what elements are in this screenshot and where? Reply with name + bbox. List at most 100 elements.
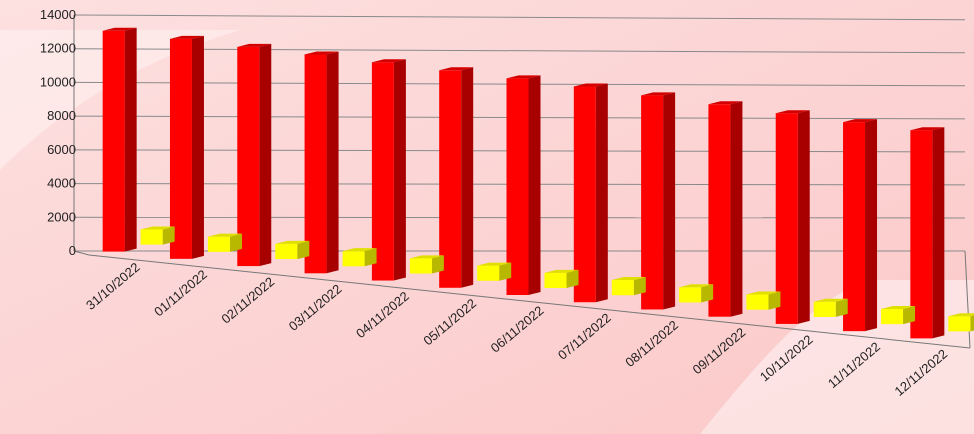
bar [169, 35, 204, 259]
bar-side [326, 51, 339, 274]
bar-front [775, 113, 798, 324]
bar-side [191, 35, 204, 259]
bar-front [708, 104, 731, 317]
bar-side [259, 43, 272, 267]
background-swoosh [0, 30, 240, 170]
bar-side [903, 305, 916, 325]
y-tick-label: 2000 [47, 209, 76, 224]
floor-edge [73, 250, 90, 256]
bar-top [910, 127, 945, 131]
bar-side [229, 233, 242, 252]
x-axis-line [88, 254, 971, 349]
bar-front [304, 54, 327, 274]
bar-side [701, 284, 714, 303]
bar [140, 226, 175, 245]
bar-side [461, 67, 474, 288]
bar-front [477, 265, 500, 281]
bar-side [730, 101, 743, 317]
gridline [73, 14, 966, 21]
bar-front [746, 294, 769, 310]
bar [641, 92, 676, 310]
bar-top [237, 43, 272, 47]
axes [73, 15, 971, 349]
bar [207, 233, 242, 252]
bar-top [813, 298, 848, 302]
bar [708, 101, 743, 317]
bar-side [595, 83, 608, 303]
bar-top [775, 110, 810, 114]
bar-top [169, 35, 204, 39]
bar [910, 127, 945, 339]
bar-side [364, 248, 377, 267]
bar-front [169, 38, 192, 259]
bar-side [431, 255, 444, 274]
bar-side [566, 269, 579, 288]
bar-front [237, 46, 260, 267]
bar-top [371, 59, 406, 63]
bar [439, 67, 474, 288]
bar-front [843, 122, 866, 332]
bar-front [409, 258, 432, 274]
bar-side [162, 226, 175, 245]
bar-side [865, 119, 878, 332]
bar-top [207, 233, 242, 237]
bar-side [970, 315, 974, 332]
bar-top [275, 240, 310, 244]
bar-front [342, 251, 365, 267]
bar-top [477, 262, 512, 266]
bar-top [304, 51, 339, 55]
bar-front [140, 229, 163, 245]
bar-top [544, 269, 579, 273]
bar-top [573, 83, 608, 87]
bar [237, 43, 272, 267]
bar [948, 313, 974, 332]
bar-top [439, 67, 474, 71]
y-tick-labels: 0 2000 4000 6000 8000 10000 12000 14000 [40, 7, 76, 258]
bar-side [528, 75, 541, 295]
bar [573, 83, 608, 303]
bar-side [124, 27, 137, 252]
bar-side [297, 240, 310, 260]
bar-side [499, 262, 512, 281]
bar-top [881, 305, 916, 309]
bar-front [439, 70, 462, 288]
bar-top [843, 119, 878, 123]
y-tick-label: 10000 [40, 74, 76, 89]
bar-top [679, 284, 714, 288]
y-tick-label: 4000 [47, 176, 76, 191]
bar [371, 59, 406, 281]
bar [611, 277, 646, 296]
bar-side [835, 298, 848, 317]
bar-side [768, 291, 781, 310]
floor-edge-right [964, 250, 971, 349]
bar [775, 110, 810, 324]
y-tick-label: 14000 [40, 7, 76, 22]
gridline [73, 48, 966, 54]
bar-top [641, 92, 676, 96]
bar-side [633, 277, 646, 296]
bar-front [544, 272, 567, 288]
bar-front [948, 316, 971, 332]
bar [275, 240, 310, 260]
bar-front [881, 308, 904, 325]
bar-front [641, 95, 664, 310]
bar-top [506, 75, 541, 79]
y-tick-label: 12000 [40, 41, 76, 56]
bar-top [708, 101, 743, 105]
bar-front [506, 78, 529, 295]
y-tick-label: 0 [69, 243, 76, 258]
bar-side [797, 110, 810, 324]
bar [881, 305, 916, 325]
bar [813, 298, 848, 317]
bar [544, 269, 579, 288]
bar-front [207, 236, 230, 252]
bar [843, 119, 878, 332]
bar-front [573, 86, 596, 303]
bar [746, 291, 781, 310]
y-tick-label: 8000 [47, 108, 76, 123]
bar-top [140, 226, 175, 230]
bar-top [948, 313, 974, 317]
bar [477, 262, 512, 281]
y-tick-label: 6000 [47, 142, 76, 157]
bar-side [393, 59, 406, 281]
